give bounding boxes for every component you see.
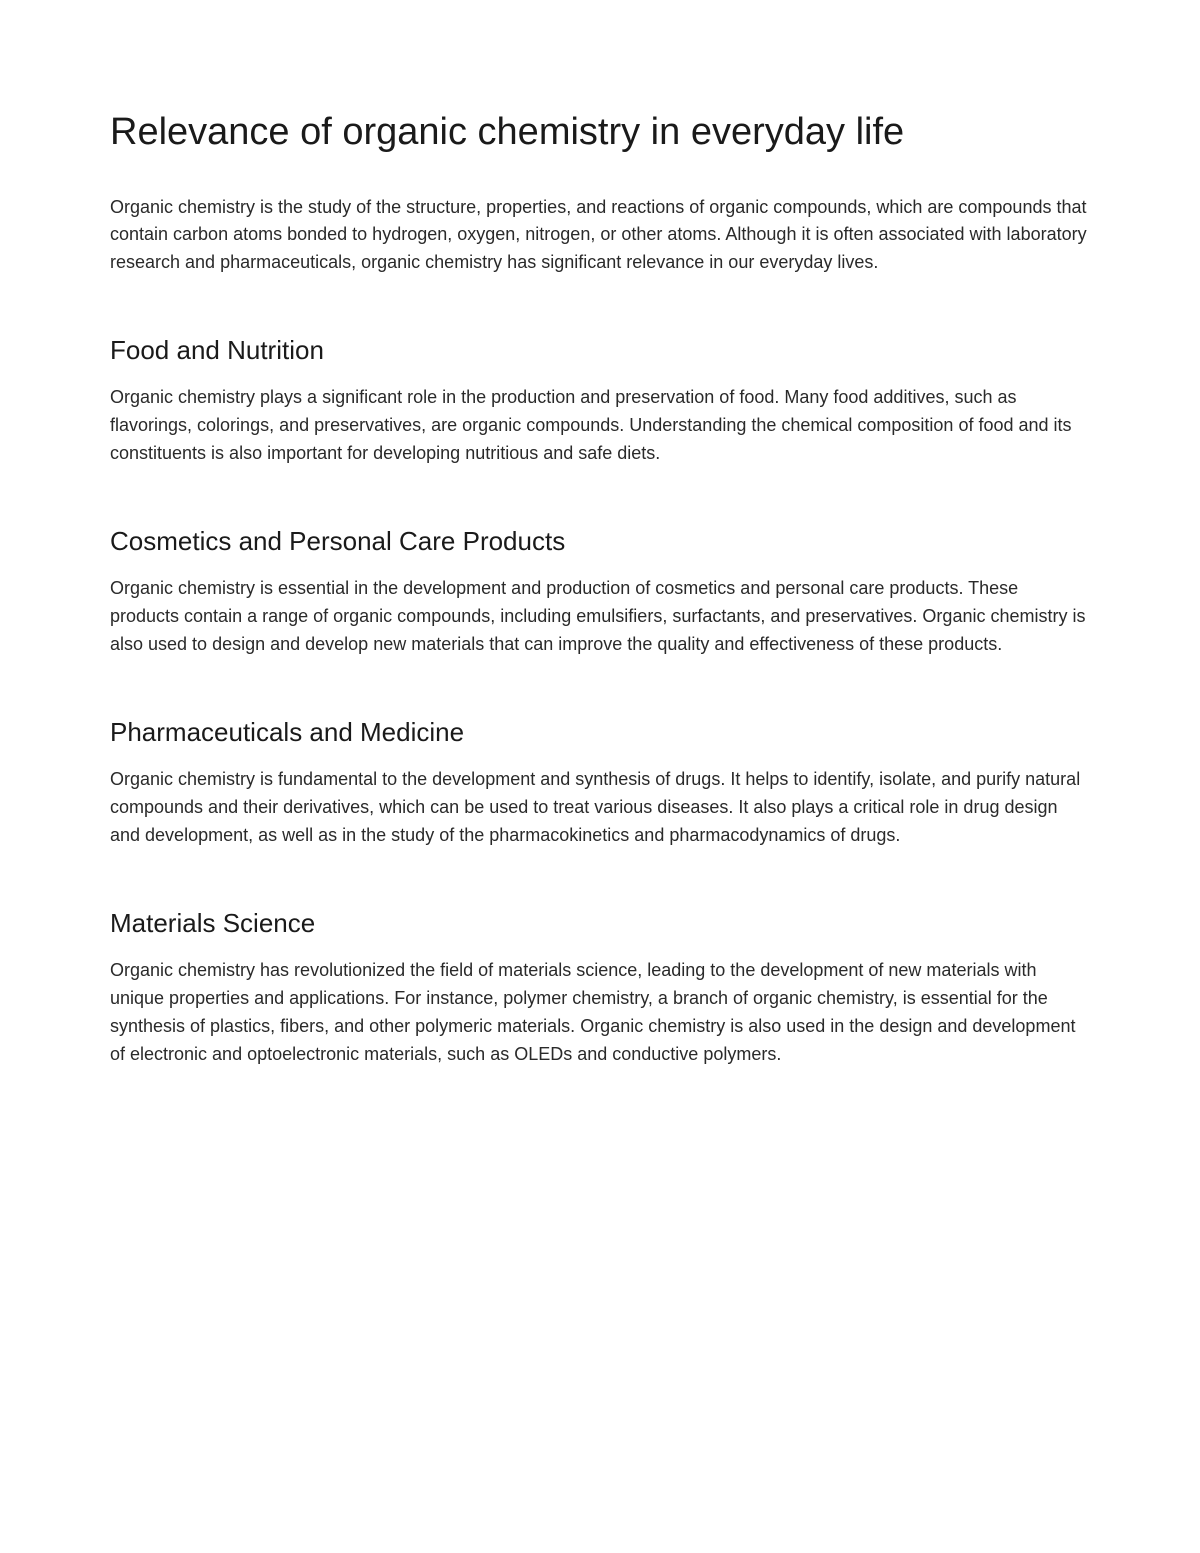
section: Materials Science Organic chemistry has …: [110, 908, 1090, 1069]
section-body: Organic chemistry is essential in the de…: [110, 575, 1090, 659]
section-heading: Food and Nutrition: [110, 335, 1090, 366]
section-body: Organic chemistry is fundamental to the …: [110, 766, 1090, 850]
section-body: Organic chemistry plays a significant ro…: [110, 384, 1090, 468]
section-heading: Cosmetics and Personal Care Products: [110, 526, 1090, 557]
section-body: Organic chemistry has revolutionized the…: [110, 957, 1090, 1069]
page-title: Relevance of organic chemistry in everyd…: [110, 110, 1090, 156]
section: Food and Nutrition Organic chemistry pla…: [110, 335, 1090, 468]
section-heading: Materials Science: [110, 908, 1090, 939]
intro-paragraph: Organic chemistry is the study of the st…: [110, 194, 1090, 278]
section: Pharmaceuticals and Medicine Organic che…: [110, 717, 1090, 850]
section-heading: Pharmaceuticals and Medicine: [110, 717, 1090, 748]
section: Cosmetics and Personal Care Products Org…: [110, 526, 1090, 659]
